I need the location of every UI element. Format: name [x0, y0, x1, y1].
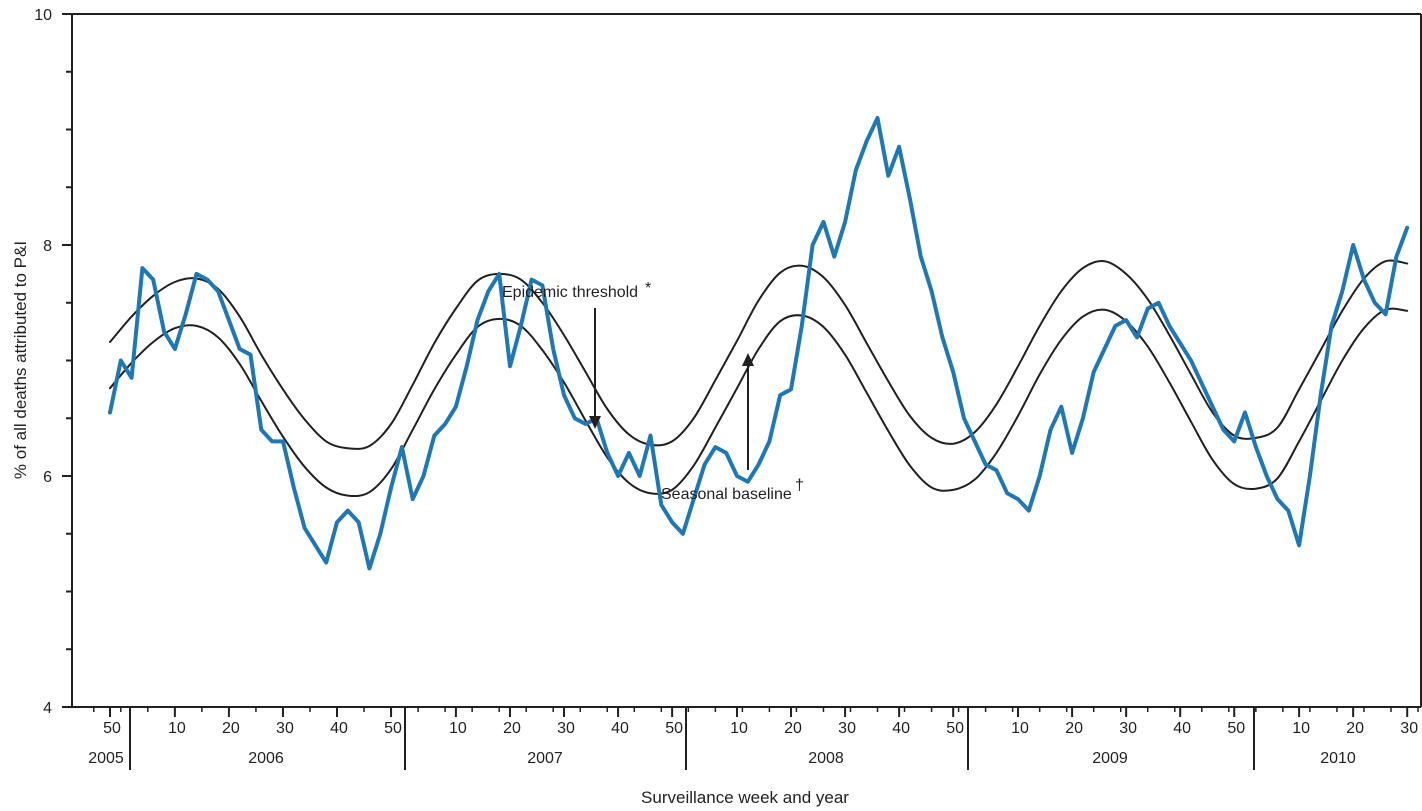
- y-tick-label: 8: [43, 238, 52, 255]
- series-layer: [108, 116, 1410, 571]
- year-label: 2005: [88, 750, 124, 767]
- seasonal-baseline-label: Seasonal baseline: [661, 486, 792, 503]
- x-tick-label: 40: [330, 720, 348, 737]
- epidemic-threshold-arrow: [589, 308, 601, 429]
- x-tick-label: 10: [1011, 720, 1029, 737]
- x-tick-label: 30: [276, 720, 294, 737]
- x-tick-label: 20: [1065, 720, 1083, 737]
- seasonal-baseline-arrow: [742, 353, 754, 470]
- x-tick-label: 40: [611, 720, 629, 737]
- x-tick-label: 50: [384, 720, 402, 737]
- x-tick-label: 20: [503, 720, 521, 737]
- y-axis-title: % of all deaths attributed to P&I: [11, 241, 30, 479]
- x-tick-label: 30: [557, 720, 575, 737]
- y-axis-ticks: 4 6 8 10: [34, 7, 72, 717]
- x-axis-title: Surveillance week and year: [641, 788, 849, 807]
- y-tick-label: 10: [34, 7, 52, 24]
- year-label: 2007: [527, 750, 563, 767]
- series-line-seasonal-baseline: [109, 307, 1409, 498]
- epidemic-threshold-label: Epidemic threshold: [502, 284, 638, 301]
- x-tick-label: 30: [1119, 720, 1137, 737]
- x-tick-label: 30: [1400, 720, 1418, 737]
- epidemic-threshold-mark: *: [645, 280, 651, 297]
- x-axis-ticks: 50 10 20 30 40 50 10 20 30 40 50 10 20 30 40 50 10 20 30 40…: [88, 707, 1419, 770]
- x-tick-label: 10: [449, 720, 467, 737]
- x-tick-label: 50: [1227, 720, 1245, 737]
- year-label: 2010: [1320, 750, 1356, 767]
- x-tick-label: 30: [838, 720, 856, 737]
- year-label: 2006: [248, 750, 284, 767]
- series-line-pi-mortality: [108, 116, 1410, 571]
- year-label: 2009: [1092, 750, 1128, 767]
- y-tick-label: 4: [43, 700, 52, 717]
- x-tick-label: 40: [892, 720, 910, 737]
- seasonal-baseline-mark: †: [795, 477, 804, 494]
- series-line-epidemic-threshold: [109, 259, 1409, 450]
- year-label: 2008: [808, 750, 844, 767]
- y-tick-label: 6: [43, 469, 52, 486]
- x-tick-label: 20: [784, 720, 802, 737]
- x-tick-label: 10: [1292, 720, 1310, 737]
- x-tick-label: 20: [1346, 720, 1364, 737]
- x-tick-label: 10: [730, 720, 748, 737]
- x-tick-label: 40: [1173, 720, 1191, 737]
- x-tick-label: 20: [222, 720, 240, 737]
- x-tick-label: 10: [168, 720, 186, 737]
- x-tick-label: 50: [946, 720, 964, 737]
- x-tick-label: 50: [103, 720, 121, 737]
- x-tick-label: 50: [665, 720, 683, 737]
